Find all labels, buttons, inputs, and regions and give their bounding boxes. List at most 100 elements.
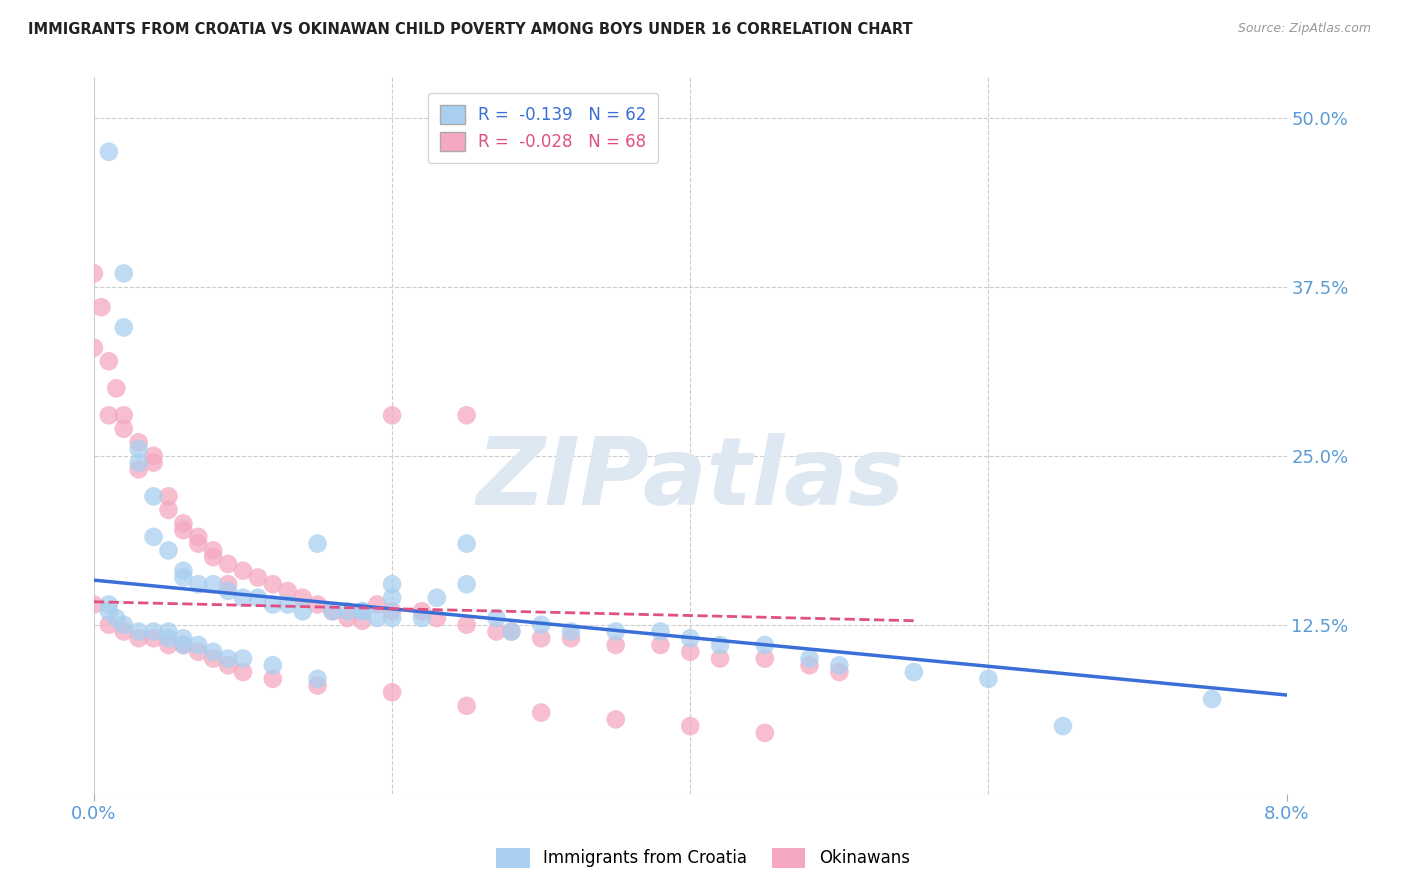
Point (217, 658, 239, 673)
Point (112, 320, 135, 334)
Point (336, 604, 359, 618)
Point (456, 617, 478, 632)
Point (321, 604, 343, 618)
Point (142, 449, 165, 463)
Point (426, 591, 449, 605)
Point (232, 651, 254, 665)
Point (217, 584, 239, 599)
Point (381, 409, 404, 423)
Point (277, 584, 299, 599)
Point (352, 614, 374, 628)
Point (157, 632, 180, 646)
Point (381, 604, 404, 618)
Point (83, 598, 105, 612)
Point (142, 632, 165, 646)
Point (799, 658, 821, 673)
Point (157, 543, 180, 558)
Point (262, 672, 284, 686)
Point (246, 570, 269, 584)
Point (605, 624, 627, 639)
Point (97, 604, 120, 618)
Point (187, 577, 209, 591)
Point (485, 624, 508, 639)
Point (112, 266, 135, 280)
Point (650, 638, 672, 652)
Point (112, 409, 135, 423)
Text: Source: ZipAtlas.com: Source: ZipAtlas.com (1237, 22, 1371, 36)
Point (650, 624, 672, 639)
Point (307, 536, 329, 550)
Point (1052, 719, 1074, 733)
Point (187, 638, 209, 652)
Legend: R =  -0.139   N = 62, R =  -0.028   N = 68: R = -0.139 N = 62, R = -0.028 N = 68 (427, 93, 658, 163)
Point (142, 456, 165, 470)
Point (799, 651, 821, 665)
Point (97, 617, 120, 632)
Point (262, 598, 284, 612)
Point (172, 523, 194, 537)
Point (172, 516, 194, 531)
Point (336, 611, 359, 625)
Point (679, 645, 702, 659)
Point (232, 665, 254, 679)
Point (352, 604, 374, 618)
Point (530, 617, 553, 632)
Point (97, 354, 120, 368)
Point (485, 611, 508, 625)
Legend: Immigrants from Croatia, Okinawans: Immigrants from Croatia, Okinawans (489, 841, 917, 875)
Point (560, 632, 582, 646)
Point (456, 577, 478, 591)
Point (217, 577, 239, 591)
Point (128, 462, 150, 476)
Point (381, 591, 404, 605)
Point (754, 651, 776, 665)
Point (172, 638, 194, 652)
Point (456, 409, 478, 423)
Point (903, 665, 925, 679)
Point (232, 591, 254, 605)
Point (187, 536, 209, 550)
Point (157, 489, 180, 503)
Point (187, 530, 209, 544)
Point (291, 591, 314, 605)
Point (411, 604, 433, 618)
Text: ZIPatlas: ZIPatlas (477, 433, 904, 524)
Point (411, 611, 433, 625)
Point (202, 577, 225, 591)
Point (501, 624, 523, 639)
Point (202, 645, 225, 659)
Point (426, 611, 449, 625)
Point (128, 435, 150, 450)
Point (352, 604, 374, 618)
Point (456, 698, 478, 713)
Point (381, 611, 404, 625)
Text: IMMIGRANTS FROM CROATIA VS OKINAWAN CHILD POVERTY AMONG BOYS UNDER 16 CORRELATIO: IMMIGRANTS FROM CROATIA VS OKINAWAN CHIL… (28, 22, 912, 37)
Point (754, 726, 776, 740)
Point (157, 503, 180, 517)
Point (157, 624, 180, 639)
Point (202, 543, 225, 558)
Point (217, 557, 239, 571)
Point (754, 638, 776, 652)
Point (112, 624, 135, 639)
Point (307, 679, 329, 693)
Point (97, 598, 120, 612)
Point (366, 598, 388, 612)
Point (307, 598, 329, 612)
Point (128, 624, 150, 639)
Point (605, 712, 627, 726)
Point (277, 598, 299, 612)
Point (105, 381, 128, 395)
Point (456, 536, 478, 550)
Point (560, 624, 582, 639)
Point (112, 422, 135, 436)
Point (232, 564, 254, 578)
Point (83, 341, 105, 355)
Point (97, 145, 120, 159)
Point (605, 638, 627, 652)
Point (142, 624, 165, 639)
Point (172, 632, 194, 646)
Point (530, 706, 553, 720)
Point (262, 577, 284, 591)
Point (202, 651, 225, 665)
